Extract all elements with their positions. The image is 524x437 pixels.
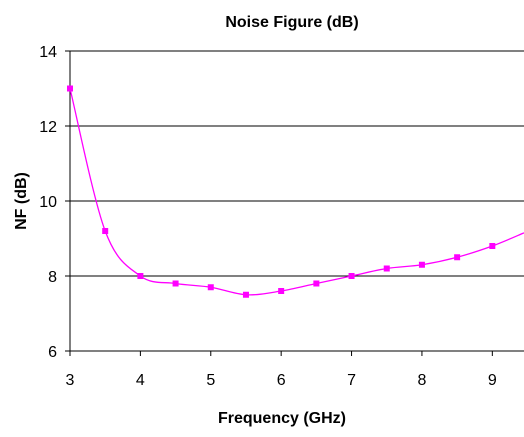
x-tick-label: 6 xyxy=(277,372,286,389)
data-point-marker xyxy=(454,254,461,261)
data-point-marker xyxy=(102,228,109,234)
data-point-marker xyxy=(242,291,249,298)
data-point-marker xyxy=(278,288,285,294)
y-axis-label: NF (dB) xyxy=(13,172,30,230)
x-axis-label: Frequency (GHz) xyxy=(218,410,346,427)
x-tick-label: 3 xyxy=(66,372,75,389)
gridlines xyxy=(70,50,524,277)
y-tick-label: 6 xyxy=(48,344,57,361)
x-tick-label: 5 xyxy=(206,372,215,389)
y-tick-label: 10 xyxy=(39,194,57,211)
data-point-marker xyxy=(418,261,425,268)
y-tick-label: 12 xyxy=(39,119,57,136)
data-point-marker xyxy=(383,265,390,272)
data-point-marker xyxy=(313,280,320,287)
series-layer xyxy=(67,85,524,298)
x-tick-label: 4 xyxy=(136,372,145,389)
x-tick-label: 8 xyxy=(417,372,426,389)
tick-labels: 6 8 10 12 14 3 4 5 6 7 8 9 xyxy=(39,44,497,389)
y-tick-label: 14 xyxy=(39,44,57,61)
x-tick-label: 7 xyxy=(347,372,356,389)
data-point-marker xyxy=(67,85,73,92)
data-point-marker xyxy=(207,284,214,291)
data-point-marker xyxy=(137,273,144,279)
chart-title: Noise Figure (dB) xyxy=(225,14,358,31)
data-point-marker xyxy=(348,273,355,279)
x-tick-label: 9 xyxy=(488,372,497,389)
axes xyxy=(65,50,524,356)
series-line xyxy=(69,88,524,296)
data-point-marker xyxy=(172,280,179,287)
data-point-marker xyxy=(489,243,496,249)
y-tick-label: 8 xyxy=(48,269,57,286)
